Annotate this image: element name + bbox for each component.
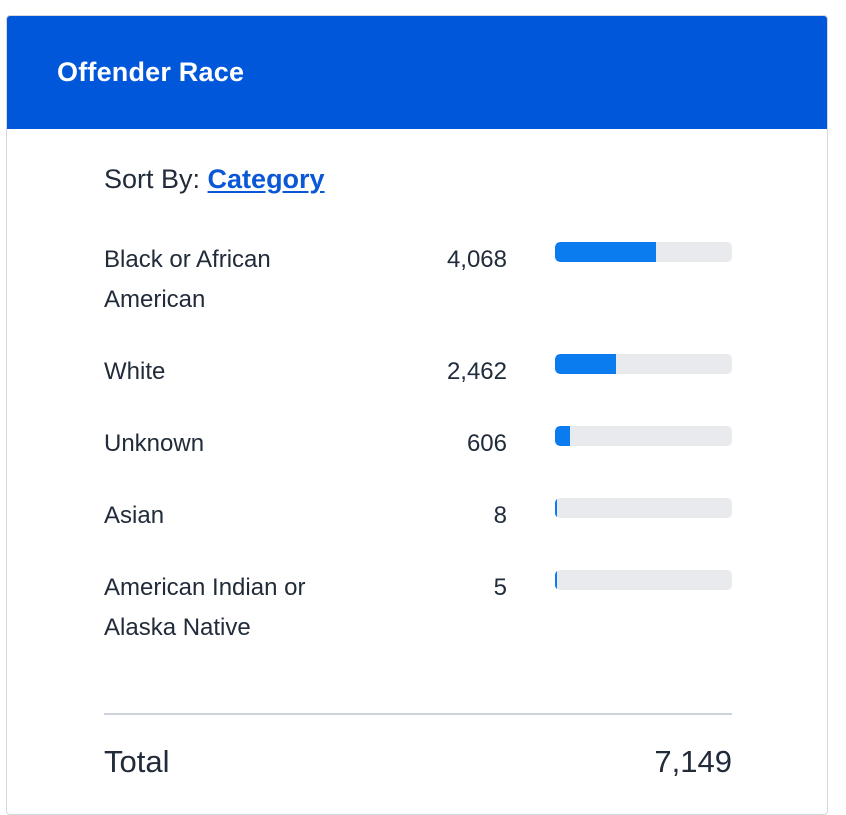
list-item: Black or African American 4,068 xyxy=(104,240,732,352)
list-item: White 2,462 xyxy=(104,352,732,424)
bar-fill xyxy=(555,426,571,446)
bar-track xyxy=(555,242,732,262)
race-list: Black or African American 4,068 White 2,… xyxy=(104,240,732,680)
bar-track xyxy=(555,354,732,374)
card-header: Offender Race xyxy=(7,16,827,129)
row-label: American Indian or Alaska Native xyxy=(104,574,306,641)
bar-fill xyxy=(555,570,557,590)
row-value: 8 xyxy=(493,502,507,529)
row-value: 2,462 xyxy=(446,358,507,385)
card-title: Offender Race xyxy=(57,57,245,87)
bar-fill xyxy=(555,498,557,518)
bar-fill xyxy=(555,242,656,262)
list-item: Asian 8 xyxy=(104,496,732,568)
row-value: 4,068 xyxy=(446,246,507,273)
row-label: Black or African American xyxy=(104,246,271,313)
total-value: 7,149 xyxy=(654,744,732,779)
row-value: 5 xyxy=(493,574,507,601)
sort-label: Sort By: xyxy=(104,164,201,194)
row-label: White xyxy=(104,358,166,385)
list-item: Unknown 606 xyxy=(104,424,732,496)
bar-track xyxy=(555,426,732,446)
sort-control: Sort By: Category xyxy=(104,164,325,195)
total-label: Total xyxy=(104,744,170,779)
sort-category-link[interactable]: Category xyxy=(207,164,325,194)
bar-fill xyxy=(555,354,616,374)
divider xyxy=(104,713,732,715)
row-label: Asian xyxy=(104,502,165,529)
list-item: American Indian or Alaska Native 5 xyxy=(104,568,732,680)
offender-race-card: Offender Race Sort By: Category Black or… xyxy=(6,15,828,815)
row-label: Unknown xyxy=(104,430,205,457)
bar-track xyxy=(555,498,732,518)
bar-track xyxy=(555,570,732,590)
row-value: 606 xyxy=(466,430,507,457)
